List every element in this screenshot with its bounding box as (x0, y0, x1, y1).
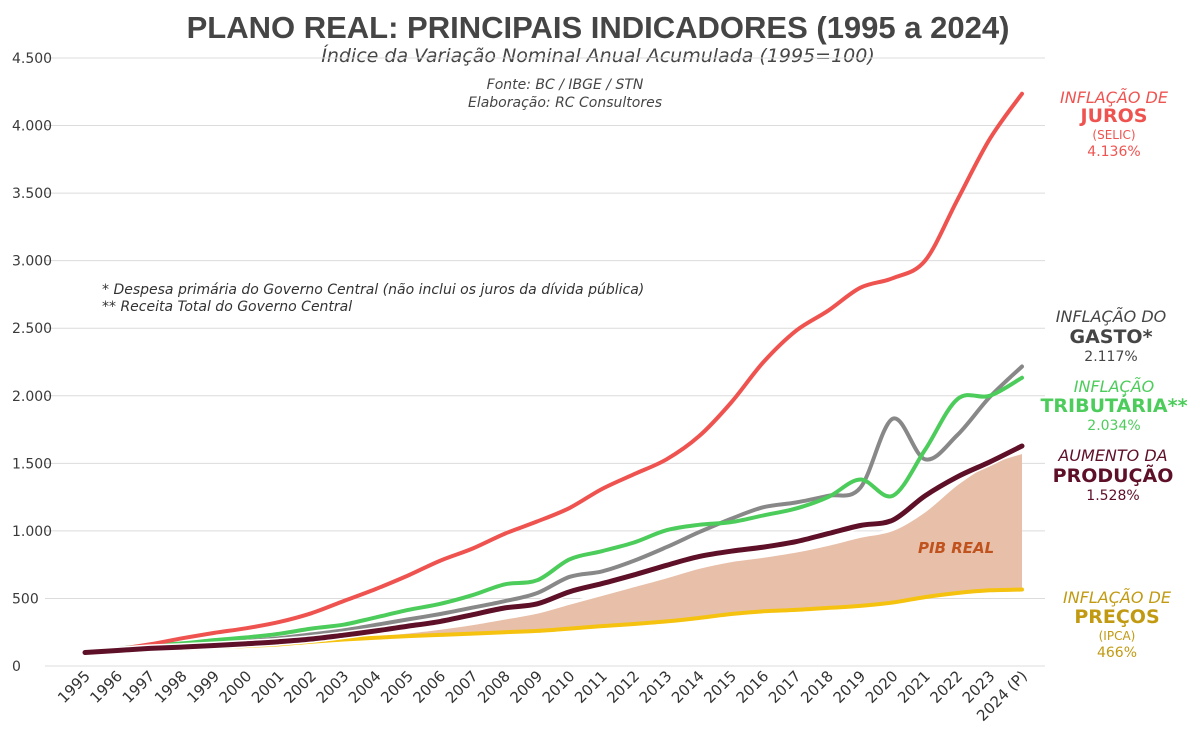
x-tick-label: 2005 (377, 667, 417, 707)
y-tick-label: 3.000 (12, 254, 52, 270)
x-tick-label: 2007 (442, 667, 482, 707)
label-producao-value: 1.528% (1086, 488, 1139, 504)
label-precos: INFLAÇÃO DE PREÇOS (IPCA) 466% (1063, 588, 1172, 661)
y-tick-label: 2.000 (12, 389, 52, 405)
label-precos-line3: (IPCA) (1099, 629, 1136, 643)
label-producao: AUMENTO DA PRODUÇÃO 1.528% (1053, 446, 1174, 504)
label-juros-line2: JUROS (1079, 105, 1148, 127)
x-tick-label: 2011 (571, 667, 611, 707)
area-layer (84, 451, 1023, 654)
y-tick-label: 1.500 (12, 456, 52, 472)
label-precos-line2: PREÇOS (1074, 606, 1159, 628)
x-tick-label: 2000 (216, 667, 256, 707)
label-gasto: INFLAÇÃO DO GASTO* 2.117% (1056, 307, 1166, 365)
x-tick-label: 2010 (539, 667, 579, 707)
x-tick-label: 1997 (119, 667, 159, 707)
x-tick-label: 2009 (506, 667, 546, 707)
x-tick-label: 1996 (86, 667, 126, 707)
label-precos-value: 466% (1097, 645, 1137, 661)
credit-line: Elaboração: RC Consultores (468, 95, 662, 111)
label-juros-value: 4.136% (1087, 144, 1140, 160)
y-tick-label: 2.500 (12, 321, 52, 337)
y-tick-label: 500 (12, 591, 39, 607)
label-tributaria-value: 2.034% (1087, 418, 1140, 434)
grid: 0 500 1.000 1.500 2.000 2.500 3.000 3.500 4.000 4… (12, 51, 1045, 675)
x-tick-label: 2019 (830, 667, 870, 707)
chart-subtitle: Índice da Variação Nominal Anual Acumula… (321, 44, 875, 67)
x-tick-label: 2014 (668, 667, 708, 707)
source-line: Fonte: BC / IBGE / STN (487, 77, 644, 93)
x-tick-label: 1998 (151, 667, 191, 707)
x-tick-label: 2006 (410, 667, 450, 707)
x-tick-label: 2015 (700, 667, 740, 707)
label-juros: INFLAÇÃO DE JUROS (SELIC) 4.136% (1060, 88, 1169, 160)
y-tick-label: 0 (12, 659, 21, 675)
label-gasto-line1: INFLAÇÃO DO (1056, 307, 1166, 326)
x-tick-label: 2016 (733, 667, 773, 707)
label-tributaria: INFLAÇÃO TRIBUTÁRIA** 2.034% (1040, 377, 1187, 434)
footnote-receita: ** Receita Total do Governo Central (102, 299, 352, 315)
area-pib-real (85, 452, 1022, 653)
series-line-producao (82, 443, 1025, 655)
x-tick-label: 2002 (280, 667, 320, 707)
x-tick-label: 2013 (636, 667, 676, 707)
y-tick-label: 4.500 (12, 51, 52, 67)
label-juros-line3: (SELIC) (1092, 128, 1135, 142)
x-tick-label: 2020 (862, 667, 902, 707)
x-tick-label: 1999 (183, 667, 223, 707)
chart-title: PLANO REAL: PRINCIPAIS INDICADORES (1995… (187, 10, 1010, 45)
label-producao-line2: PRODUÇÃO (1053, 463, 1174, 487)
label-juros-line1: INFLAÇÃO DE (1060, 88, 1169, 107)
label-precos-line1: INFLAÇÃO DE (1063, 588, 1172, 607)
label-tributaria-line1: INFLAÇÃO (1074, 377, 1154, 396)
x-tick-label: 2001 (248, 667, 288, 707)
series-line-juros (83, 91, 1024, 655)
footnote-gasto: * Despesa primária do Governo Central (n… (102, 282, 644, 298)
x-tick-label: 2008 (474, 667, 514, 707)
x-tick-label: 2017 (765, 667, 805, 707)
y-tick-label: 1.000 (12, 524, 52, 540)
x-tick-label: 2021 (894, 667, 934, 707)
x-tick-label: 2003 (313, 667, 353, 707)
y-tick-label: 3.500 (12, 186, 52, 202)
x-tick-label: 1995 (54, 667, 94, 707)
line-layer (81, 91, 1026, 657)
x-tick-label: 2004 (345, 667, 385, 707)
y-tick-label: 4.000 (12, 119, 52, 135)
label-producao-line1: AUMENTO DA (1057, 446, 1167, 465)
x-axis: 1995199619971998199920002001200220032004… (54, 667, 1031, 725)
label-gasto-value: 2.117% (1084, 349, 1137, 365)
series-line-tributaria (83, 375, 1024, 655)
area-label-pib-real: PIB REAL (918, 539, 994, 557)
x-tick-label: 2012 (603, 667, 643, 707)
x-tick-label: 2018 (797, 667, 837, 707)
label-gasto-line2: GASTO* (1069, 326, 1152, 348)
x-tick-label: 2022 (926, 667, 966, 707)
label-tributaria-line2: TRIBUTÁRIA** (1040, 394, 1187, 417)
